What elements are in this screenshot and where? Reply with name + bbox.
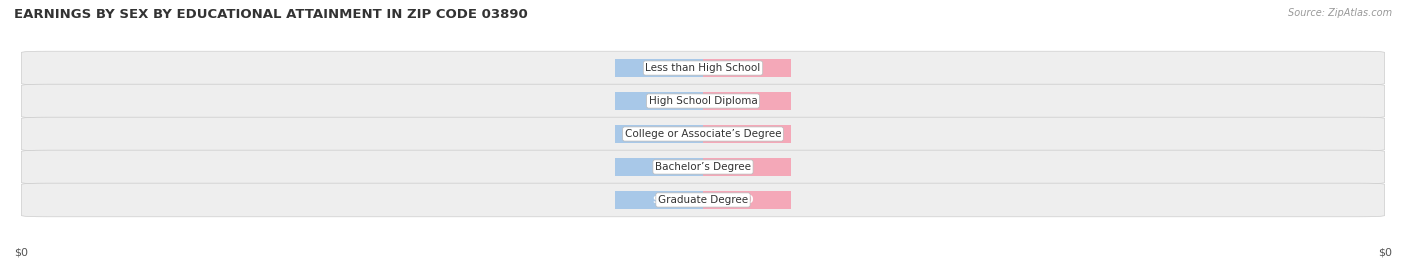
FancyBboxPatch shape: [21, 51, 1385, 85]
FancyBboxPatch shape: [21, 84, 1385, 118]
Text: $0: $0: [740, 96, 754, 106]
FancyBboxPatch shape: [21, 150, 1385, 184]
Text: Less than High School: Less than High School: [645, 63, 761, 73]
Bar: [616, 158, 703, 176]
Text: $0: $0: [652, 195, 666, 205]
FancyBboxPatch shape: [21, 117, 1385, 151]
Text: Source: ZipAtlas.com: Source: ZipAtlas.com: [1288, 8, 1392, 18]
Bar: [616, 92, 703, 110]
Bar: [703, 158, 790, 176]
Text: Bachelor’s Degree: Bachelor’s Degree: [655, 162, 751, 172]
Text: College or Associate’s Degree: College or Associate’s Degree: [624, 129, 782, 139]
Text: $0: $0: [740, 195, 754, 205]
Text: $0: $0: [14, 247, 28, 257]
Text: $0: $0: [652, 129, 666, 139]
Bar: [616, 191, 703, 209]
Text: $0: $0: [1378, 247, 1392, 257]
Text: $0: $0: [652, 162, 666, 172]
Text: $0: $0: [652, 63, 666, 73]
Text: High School Diploma: High School Diploma: [648, 96, 758, 106]
Bar: [703, 191, 790, 209]
Text: $0: $0: [740, 129, 754, 139]
Text: $0: $0: [740, 162, 754, 172]
Bar: [616, 125, 703, 143]
Text: Graduate Degree: Graduate Degree: [658, 195, 748, 205]
Text: EARNINGS BY SEX BY EDUCATIONAL ATTAINMENT IN ZIP CODE 03890: EARNINGS BY SEX BY EDUCATIONAL ATTAINMEN…: [14, 8, 527, 21]
Text: $0: $0: [740, 63, 754, 73]
FancyBboxPatch shape: [21, 183, 1385, 217]
Text: $0: $0: [652, 96, 666, 106]
Bar: [616, 59, 703, 77]
Bar: [703, 92, 790, 110]
Bar: [703, 125, 790, 143]
Bar: [703, 59, 790, 77]
